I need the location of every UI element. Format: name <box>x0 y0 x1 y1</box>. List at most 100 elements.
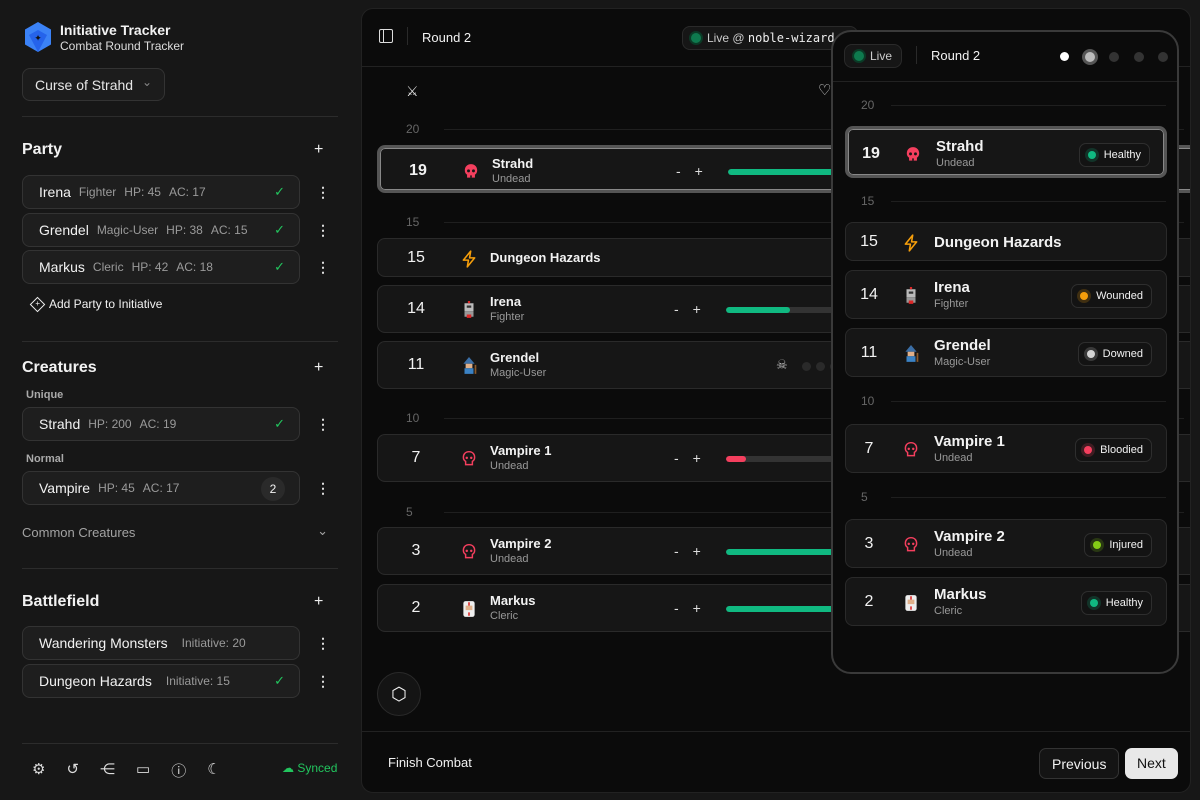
battlefield-card[interactable]: Dungeon Hazards Initiative: 15 ✓ <box>22 663 300 698</box>
page-dot[interactable] <box>1060 52 1069 61</box>
fighter-icon <box>902 286 920 305</box>
info-icon[interactable]: ⓘ <box>171 763 187 780</box>
status-dot <box>1089 598 1098 607</box>
skull-outline-icon <box>460 450 478 468</box>
more-options-button[interactable]: ⋮ <box>316 184 330 200</box>
decrease-hp-button[interactable]: - <box>674 450 693 466</box>
initiative-value: 2 <box>411 599 421 616</box>
hp-adjust-buttons[interactable]: -+ <box>674 301 715 317</box>
more-options-button[interactable]: ⋮ <box>316 221 330 238</box>
combatant-name: Irena <box>490 294 522 309</box>
increase-hp-button[interactable]: + <box>692 600 715 616</box>
initiative-value: 14 <box>407 300 425 317</box>
member-ac: AC: 17 <box>168 185 206 199</box>
party-member-card[interactable]: Irena Fighter HP: 45 AC: 17 ✓ <box>22 175 300 209</box>
history-icon[interactable]: ↺ <box>66 761 80 778</box>
session-id: noble-wizard-1 <box>747 31 850 45</box>
campaign-select[interactable]: Curse of Strahd ⌄ <box>22 68 165 101</box>
divider <box>22 743 338 744</box>
dice-roll-button[interactable]: ⬡ <box>377 672 421 716</box>
skull-outline-icon <box>902 536 920 554</box>
initiative-value: 14 <box>860 285 878 303</box>
more-options-button[interactable]: ⋮ <box>316 416 330 432</box>
combatant-name: Markus <box>490 593 536 608</box>
battlefield-card[interactable]: Wandering Monsters Initiative: 20 <box>22 626 300 660</box>
decrease-hp-button[interactable]: - <box>674 301 693 317</box>
campaign-label: Curse of Strahd <box>35 77 134 93</box>
heart-icon: ♡ <box>818 82 832 99</box>
member-class: Fighter <box>78 185 117 199</box>
finish-combat-button[interactable]: Finish Combat <box>388 755 472 770</box>
live-session-badge[interactable]: Live @ noble-wizard-1 <box>682 26 859 50</box>
increase-hp-button[interactable]: + <box>692 543 715 559</box>
increase-hp-button[interactable]: + <box>692 450 715 466</box>
share-icon[interactable]: ⋲ <box>100 761 116 778</box>
more-options-button[interactable]: ⋮ <box>316 635 330 651</box>
decrease-hp-button[interactable]: - <box>674 543 693 559</box>
battlefield-name: Wandering Monsters <box>39 635 168 651</box>
creatures-title: Creatures <box>22 359 97 376</box>
creature-card-vampire[interactable]: Vampire HP: 45 AC: 17 2 <box>22 471 300 505</box>
next-button[interactable]: Next <box>1125 748 1178 779</box>
add-creature-button[interactable]: + <box>314 359 324 376</box>
creature-ac: AC: 19 <box>139 417 177 431</box>
party-member-card[interactable]: Grendel Magic-User HP: 38 AC: 15 ✓ <box>22 212 300 247</box>
health-bar-fill <box>728 169 928 175</box>
status-label: Bloodied <box>1100 443 1143 456</box>
more-options-button[interactable]: ⋮ <box>316 672 330 689</box>
plus-diamond-icon: + <box>29 296 46 312</box>
gear-icon[interactable]: ⚙ <box>32 761 46 778</box>
d20-icon: ⬡ <box>391 684 407 704</box>
increase-hp-button[interactable]: + <box>694 163 717 179</box>
battlefield-name: Dungeon Hazards <box>39 672 152 689</box>
battlefield-title: Battlefield <box>22 593 100 610</box>
page-dot[interactable] <box>1084 52 1095 62</box>
combatant-type: Undead <box>492 173 531 185</box>
member-hp: HP: 38 <box>166 222 203 237</box>
decrease-hp-button[interactable]: - <box>676 163 695 179</box>
round-label: Round 2 <box>422 30 472 45</box>
more-options-button[interactable]: ⋮ <box>316 480 330 496</box>
common-creatures-toggle[interactable]: Common Creatures ⌄ <box>22 523 328 540</box>
live-prefix: Live @ <box>707 31 748 45</box>
add-party-member-button[interactable]: + <box>314 141 324 158</box>
decrease-hp-button[interactable]: - <box>674 600 693 616</box>
skull-icon <box>462 163 480 181</box>
creature-card-strahd[interactable]: Strahd HP: 200 AC: 19 ✓ <box>22 407 300 441</box>
check-icon: ✓ <box>274 221 285 237</box>
member-class: Cleric <box>92 260 124 274</box>
hp-adjust-buttons[interactable]: -+ <box>674 600 715 616</box>
sidebar-toggle-icon[interactable] <box>379 29 393 43</box>
initiative-marker: 15 <box>861 194 875 208</box>
skull-icon <box>904 146 922 164</box>
battlefield-initiative: Initiative: 15 <box>165 673 230 688</box>
moon-icon[interactable]: ☾ <box>207 761 221 778</box>
hp-adjust-buttons[interactable]: -+ <box>674 450 715 466</box>
combatant-type: Fighter <box>490 311 525 323</box>
status-badge: Injured <box>1084 532 1152 557</box>
increase-hp-button[interactable]: + <box>692 301 715 317</box>
combatant-name: Markus <box>934 585 987 603</box>
message-icon[interactable]: ▭ <box>136 761 151 778</box>
combatant-name: Vampire 1 <box>934 432 1005 450</box>
skull-outline-icon: ☠ <box>776 357 788 372</box>
add-party-to-initiative-button[interactable]: + Add Party to Initiative <box>29 296 162 312</box>
add-battlefield-button[interactable]: + <box>314 593 324 610</box>
page-dot[interactable] <box>1158 52 1168 62</box>
health-bar <box>726 606 926 612</box>
page-dot[interactable] <box>1133 52 1144 62</box>
page-dot[interactable] <box>1109 52 1119 62</box>
status-dot <box>1087 151 1096 159</box>
member-hp: HP: 45 <box>124 185 161 199</box>
hp-adjust-buttons[interactable]: -+ <box>674 543 715 559</box>
party-member-card[interactable]: Markus Cleric HP: 42 AC: 18 ✓ <box>22 250 300 284</box>
status-badge: Healthy <box>1078 143 1150 167</box>
previous-button[interactable]: Previous <box>1039 748 1120 779</box>
combatant-type: Undead <box>936 157 975 169</box>
more-options-button[interactable]: ⋮ <box>316 259 330 275</box>
health-bar-fill <box>726 456 746 462</box>
hp-adjust-buttons[interactable]: -+ <box>676 163 717 179</box>
player-view-row: 14 Irena Fighter Wounded <box>845 270 1167 319</box>
creature-name: Strahd <box>39 416 81 432</box>
player-view-row: 7 Vampire 1 Undead Bloodied <box>845 424 1167 473</box>
